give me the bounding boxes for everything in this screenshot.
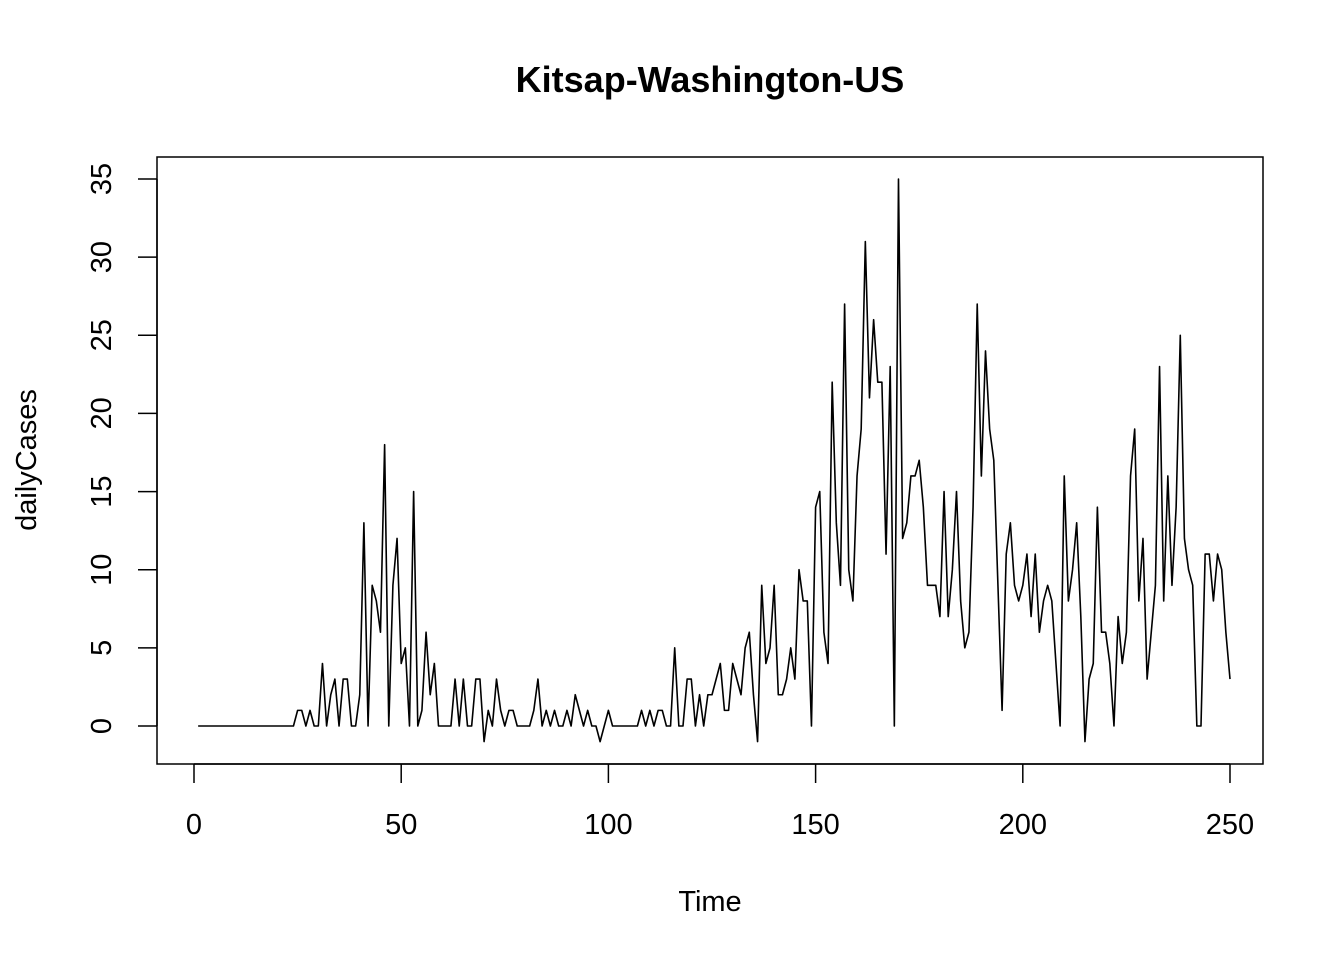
y-tick-label: 35 bbox=[86, 163, 118, 195]
y-axis-label: dailyCases bbox=[11, 389, 43, 531]
x-tick-label: 200 bbox=[999, 809, 1047, 841]
x-tick-label: 0 bbox=[186, 809, 202, 841]
y-tick-label: 30 bbox=[86, 241, 118, 273]
x-axis-label: Time bbox=[678, 886, 741, 918]
x-tick-label: 150 bbox=[791, 809, 839, 841]
chart-title: Kitsap-Washington-US bbox=[516, 59, 905, 100]
x-axis: 0 50 100 150 200 250 bbox=[186, 763, 1254, 841]
y-axis: 0 5 10 15 20 25 30 35 bbox=[86, 163, 158, 734]
y-tick-label: 10 bbox=[86, 554, 118, 586]
y-tick-label: 25 bbox=[86, 319, 118, 351]
series-layer bbox=[198, 178, 1231, 743]
x-tick-label: 50 bbox=[385, 809, 417, 841]
y-tick-label: 0 bbox=[86, 718, 118, 734]
y-tick-label: 20 bbox=[86, 397, 118, 429]
series-line bbox=[198, 178, 1231, 743]
y-tick-label: 5 bbox=[86, 640, 118, 656]
x-tick-label: 100 bbox=[584, 809, 632, 841]
x-tick-label: 250 bbox=[1206, 809, 1254, 841]
y-tick-label: 15 bbox=[86, 475, 118, 507]
